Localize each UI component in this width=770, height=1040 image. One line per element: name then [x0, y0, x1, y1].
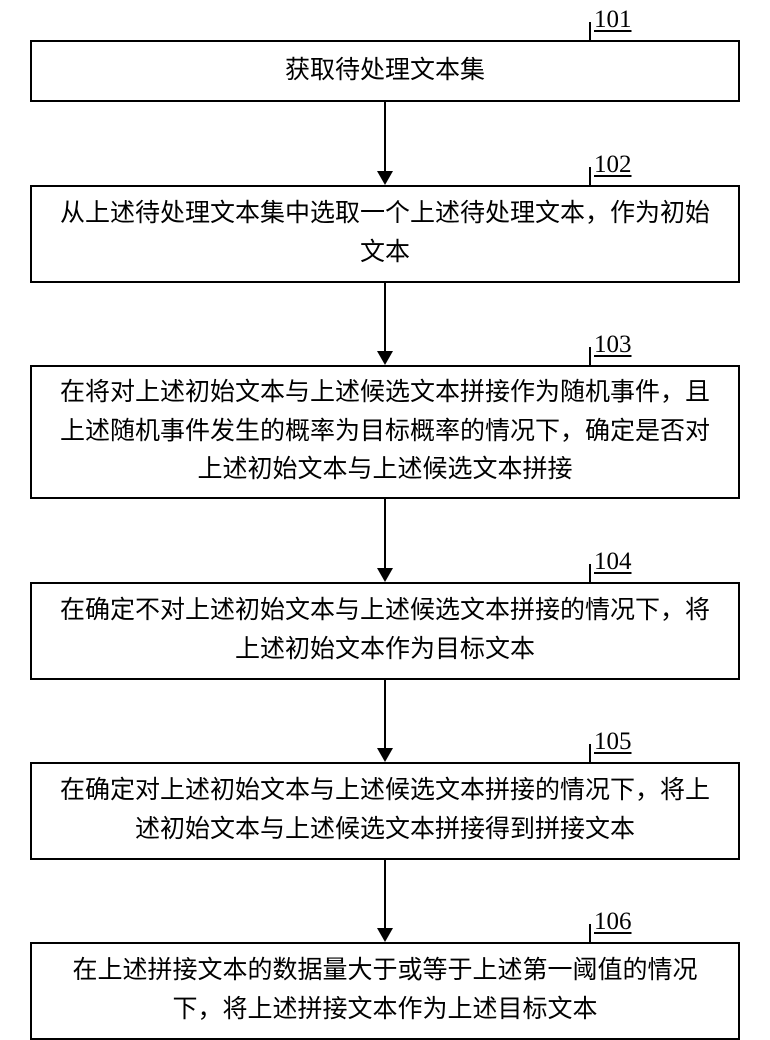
node-text: 从上述待处理文本集中选取一个上述待处理文本，作为初始文本: [50, 195, 720, 273]
flow-node: 在将对上述初始文本与上述候选文本拼接作为随机事件，且上述随机事件发生的概率为目标…: [30, 365, 740, 499]
lead-line: [589, 924, 591, 942]
arrow-line: [384, 680, 386, 748]
lead-line: [589, 347, 591, 365]
node-label: 105: [594, 728, 632, 756]
node-text: 在将对上述初始文本与上述候选文本拼接作为随机事件，且上述随机事件发生的概率为目标…: [50, 374, 720, 490]
flow-node: 从上述待处理文本集中选取一个上述待处理文本，作为初始文本: [30, 185, 740, 283]
arrow-head: [377, 928, 393, 942]
arrow-head: [377, 568, 393, 582]
flowchart-canvas: 101 获取待处理文本集 102 从上述待处理文本集中选取一个上述待处理文本，作…: [0, 0, 770, 1000]
node-label: 104: [594, 548, 632, 576]
lead-line: [589, 564, 591, 582]
lead-line: [589, 744, 591, 762]
arrow-head: [377, 351, 393, 365]
arrow-head: [377, 748, 393, 762]
node-text: 在上述拼接文本的数据量大于或等于上述第一阈值的情况下，将上述拼接文本作为上述目标…: [50, 952, 720, 1030]
lead-line: [589, 167, 591, 185]
node-label: 106: [594, 908, 632, 936]
arrow-head: [377, 171, 393, 185]
arrow-line: [384, 283, 386, 351]
flow-node: 在确定对上述初始文本与上述候选文本拼接的情况下，将上述初始文本与上述候选文本拼接…: [30, 762, 740, 860]
arrow-line: [384, 860, 386, 928]
node-label: 101: [594, 6, 632, 34]
flow-node: 在上述拼接文本的数据量大于或等于上述第一阈值的情况下，将上述拼接文本作为上述目标…: [30, 942, 740, 1040]
lead-line: [589, 22, 591, 40]
node-text: 获取待处理文本集: [285, 52, 485, 91]
node-label: 103: [594, 331, 632, 359]
node-text: 在确定对上述初始文本与上述候选文本拼接的情况下，将上述初始文本与上述候选文本拼接…: [50, 772, 720, 850]
flow-node: 获取待处理文本集: [30, 40, 740, 102]
arrow-line: [384, 499, 386, 568]
flow-node: 在确定不对上述初始文本与上述候选文本拼接的情况下，将上述初始文本作为目标文本: [30, 582, 740, 680]
node-label: 102: [594, 151, 632, 179]
arrow-line: [384, 102, 386, 171]
node-text: 在确定不对上述初始文本与上述候选文本拼接的情况下，将上述初始文本作为目标文本: [50, 592, 720, 670]
